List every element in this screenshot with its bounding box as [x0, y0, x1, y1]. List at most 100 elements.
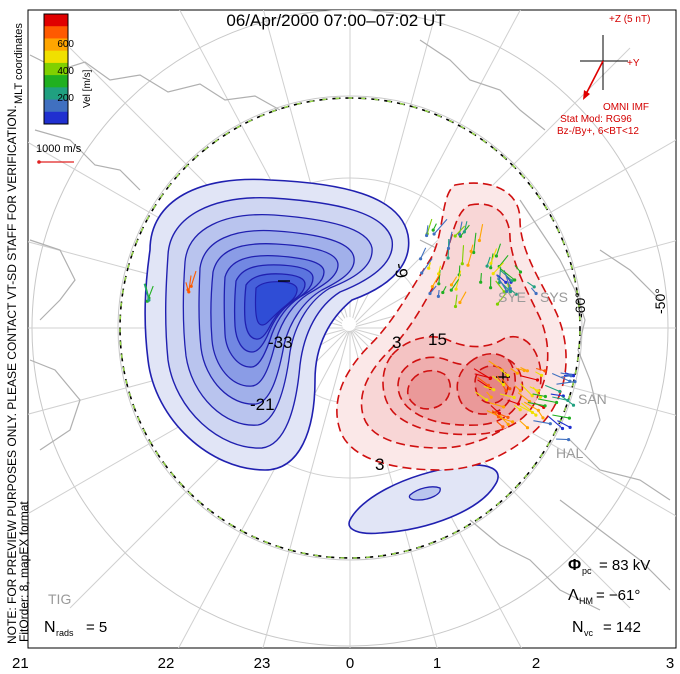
- lambda-hm-subscript: HM: [579, 596, 593, 606]
- velocity-vector-origin: [147, 298, 151, 302]
- vector-scale-dot: [37, 160, 41, 164]
- lambda-hm-symbol: Λ: [568, 587, 579, 604]
- imf-plus-z: +Z (5 nT): [609, 14, 650, 25]
- contour-label-neg33: -33: [268, 333, 293, 352]
- velocity-vector: [426, 225, 429, 236]
- velocity-colorbar: 600 400 200 Vel [m/s]: [43, 13, 93, 125]
- colorbar-tick-400: 400: [57, 66, 74, 77]
- velocity-vector-origin: [430, 285, 434, 289]
- velocity-vector: [459, 291, 467, 303]
- stat-model: Stat Mod: RG96: [560, 114, 632, 125]
- velocity-vector: [188, 275, 192, 292]
- velocity-vector: [527, 401, 546, 407]
- velocity-vector-origin: [516, 402, 521, 406]
- nrads-value: = 5: [86, 619, 107, 636]
- velocity-vector: [496, 274, 507, 283]
- velocity-vector-origin: [477, 238, 481, 243]
- velocity-vector-origin: [566, 398, 570, 402]
- velocity-vector-origin: [508, 290, 512, 294]
- velocity-vector-origin: [505, 289, 509, 293]
- contour-label-3a: 3: [392, 333, 401, 352]
- mlt-tick-21: 21: [12, 655, 29, 672]
- velocity-vector-origin: [543, 369, 547, 373]
- velocity-vector-origin: [189, 284, 193, 288]
- velocity-vector-origin: [501, 383, 506, 387]
- velocity-vector: [495, 280, 505, 293]
- velocity-vector-origin: [541, 416, 545, 420]
- velocity-vector: [544, 384, 561, 393]
- velocity-vector-origin: [506, 422, 510, 426]
- velocity-vector-origin: [555, 400, 559, 405]
- coastlines: [29, 39, 671, 611]
- velocity-vector: [520, 383, 533, 397]
- velocity-vector-origin: [504, 389, 508, 393]
- velocity-vector-origin: [485, 264, 489, 268]
- velocity-vector: [532, 393, 546, 398]
- velocity-vector-origin: [449, 288, 453, 292]
- velocity-vector: [517, 392, 530, 403]
- velocity-vector-origin: [514, 292, 518, 296]
- colorbar-label: Vel [m/s]: [82, 69, 93, 108]
- contour-label-3b: 3: [375, 455, 384, 474]
- velocity-vector-origin: [489, 395, 493, 399]
- velocity-vector-origin: [492, 388, 496, 392]
- velocity-vector-origin: [485, 398, 489, 402]
- velocity-vector: [533, 420, 551, 425]
- colorbar-segment: [44, 50, 68, 64]
- velocity-vector: [557, 420, 571, 428]
- velocity-vector: [458, 221, 463, 235]
- nvc-subscript: vc: [584, 628, 594, 638]
- velocity-vector: [488, 360, 503, 371]
- velocity-vector: [561, 375, 572, 378]
- velocity-vector-origin: [489, 266, 493, 270]
- velocity-vector: [556, 438, 569, 441]
- velocity-vector-origin: [489, 376, 493, 380]
- velocity-vector-origin: [441, 290, 445, 295]
- velocity-vector-origin: [446, 246, 451, 250]
- velocity-vector: [490, 405, 500, 414]
- velocity-vector: [537, 398, 557, 404]
- velocity-vector: [426, 218, 433, 234]
- velocity-vector-origin: [558, 389, 562, 394]
- velocity-vector-origin: [512, 395, 516, 400]
- velocity-vector-origin: [479, 280, 483, 284]
- velocity-vector-origin: [502, 290, 506, 294]
- velocity-vector-origin: [522, 368, 526, 373]
- velocity-vector-origin: [510, 420, 515, 424]
- velocity-vector: [421, 258, 433, 274]
- phi-pc-subscript: pc: [582, 566, 592, 576]
- velocity-vector: [433, 218, 448, 235]
- negative-potential-cell: [144, 178, 499, 535]
- velocity-vector: [467, 251, 473, 266]
- velocity-vector: [496, 278, 511, 293]
- velocity-vectors: [143, 218, 577, 442]
- heppner-maynard-boundary-overlay: [119, 97, 581, 559]
- velocity-vector: [552, 414, 570, 419]
- velocity-vector-origin: [187, 290, 191, 294]
- pole-marker: [342, 317, 356, 331]
- velocity-vector: [475, 391, 488, 401]
- velocity-vector: [496, 274, 508, 292]
- velocity-vector-origin: [466, 263, 470, 267]
- velocity-vector: [447, 231, 453, 249]
- velocity-vector: [144, 283, 150, 299]
- velocity-vector-origin: [518, 270, 523, 274]
- colorbar-segment: [44, 75, 68, 88]
- fit-order-note: FitOrder: 8, mapEX format: [17, 501, 31, 642]
- nvc-symbol: N: [572, 619, 584, 636]
- mlt-tick-0: 0: [346, 655, 354, 672]
- velocity-vector: [550, 393, 564, 397]
- velocity-vector: [560, 372, 572, 376]
- imf-dial: +Z (5 nT) +Y OMNI IMF Stat Mod: RG96 Bz-…: [557, 14, 650, 137]
- colorbar-segment: [44, 38, 68, 52]
- velocity-vector-origin: [534, 413, 538, 417]
- velocity-vector-origin: [453, 304, 458, 309]
- velocity-vector-origin: [495, 302, 500, 306]
- contour-label-15: 15: [428, 330, 447, 349]
- velocity-vector: [489, 402, 504, 408]
- velocity-vector-origin: [518, 408, 522, 412]
- velocity-vector-origin: [568, 425, 572, 429]
- velocity-vector: [520, 375, 538, 381]
- velocity-vector-origin: [567, 438, 571, 442]
- coordinate-system-label: MLT coordinates: [13, 23, 25, 104]
